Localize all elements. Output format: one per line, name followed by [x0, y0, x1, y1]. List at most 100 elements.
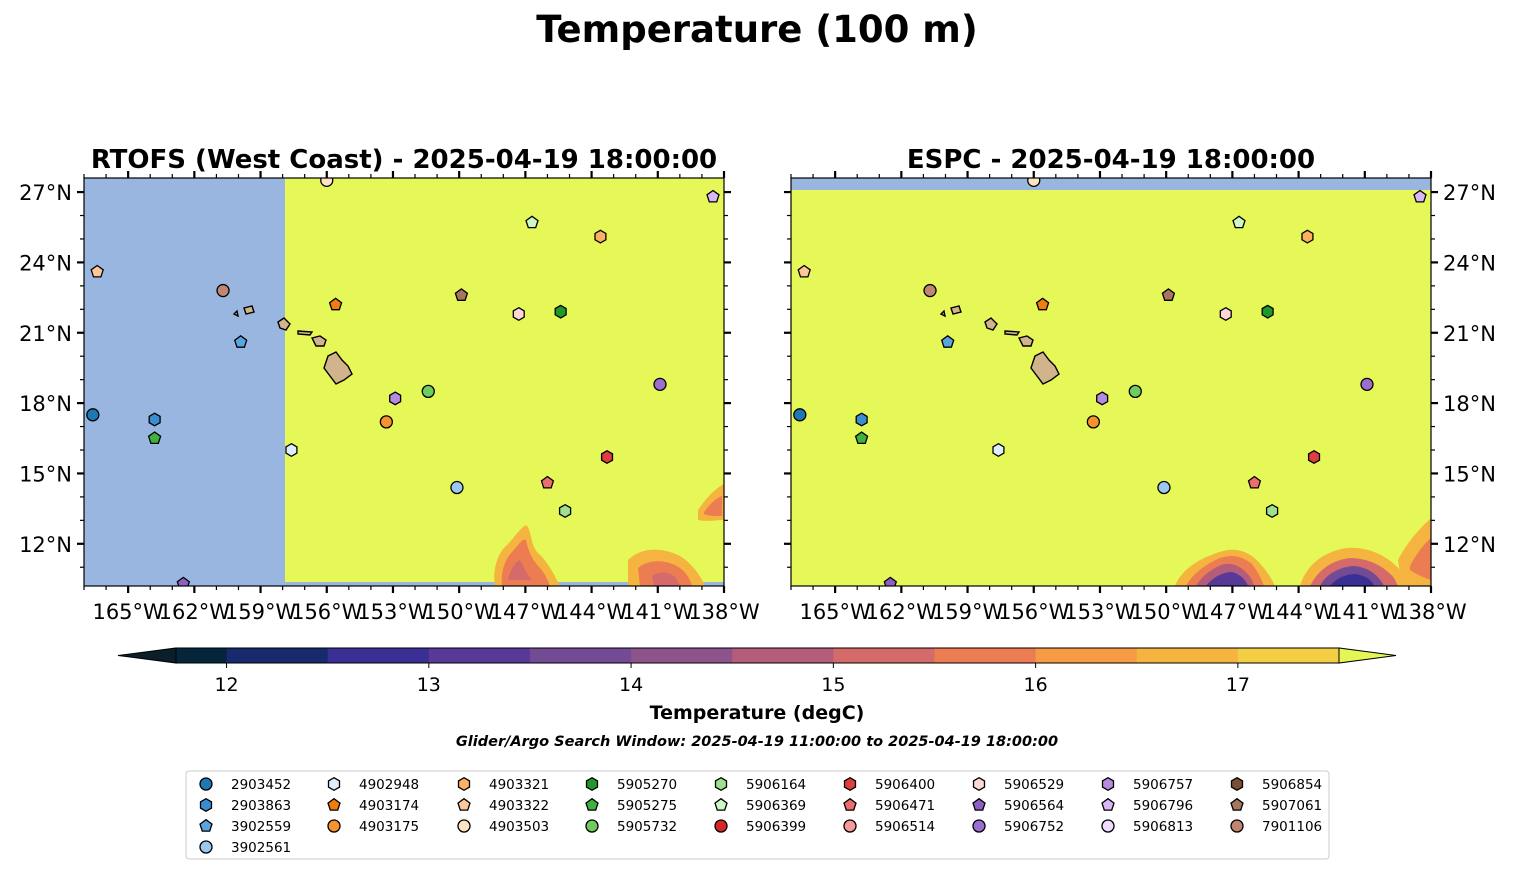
colorbar-bin: [934, 648, 1037, 663]
legend-entry: 5906399: [714, 819, 806, 835]
float-marker-5906164: [558, 503, 572, 519]
float-marker-4903322: [797, 264, 811, 278]
colorbar-over-extension: [1338, 647, 1397, 664]
x-tick-label: 165°W: [92, 600, 164, 624]
legend-entry: 5906369: [714, 797, 806, 814]
legend-label: 2903452: [231, 777, 291, 793]
x-tick-label: 138°W: [688, 600, 760, 624]
legend-entry: 3902559: [199, 818, 291, 835]
y-tick-label: 18°N: [1443, 392, 1496, 416]
colorbar-bin: [1136, 648, 1239, 663]
colorbar-bin: [176, 648, 228, 663]
float-marker-5905275: [147, 431, 162, 445]
x-tick-label: 156°W: [998, 600, 1070, 624]
float-marker-5906400: [1307, 449, 1321, 465]
float-marker-3902561: [1157, 480, 1171, 495]
y-tick-label: 27°N: [1443, 181, 1496, 205]
colorbar-bin: [631, 648, 733, 663]
colorbar-bin: [327, 648, 430, 663]
colorbar-tick-label: 12: [214, 674, 238, 696]
legend: 2903452 2903863 3902559 3902561 4902948 49031…: [185, 770, 1330, 860]
colorbar-tick-label: 13: [417, 674, 441, 696]
legend-label: 4903322: [489, 798, 549, 814]
x-tick-label: 147°W: [490, 600, 562, 624]
float-marker-5905275: [854, 431, 869, 445]
island-maui: [310, 335, 327, 347]
float-marker-5906471: [1247, 475, 1262, 489]
legend-label: 5906752: [1004, 819, 1064, 835]
float-markers-rtofs: [86, 178, 720, 586]
colorbar-tick-label: 15: [821, 674, 845, 696]
y-tick-label: 24°N: [1443, 251, 1496, 275]
island-molokai: [1004, 330, 1021, 336]
legend-label: 4903503: [489, 819, 549, 835]
float-markers-espc: [793, 178, 1427, 586]
axis-ticks-espc: 165°W162°W159°W156°W153°W150°W147°W144°W…: [784, 171, 1496, 624]
colorbar-under-extension: [117, 647, 177, 664]
colorbar-bin: [833, 648, 935, 663]
x-tick-label: 147°W: [1197, 600, 1269, 624]
float-marker-5906400: [600, 449, 614, 465]
float-marker-2903863: [855, 412, 868, 427]
legend-label: 4903174: [359, 798, 419, 814]
x-tick-label: 138°W: [1395, 600, 1467, 624]
legend-marker-7901106: [1230, 819, 1244, 833]
island-molokai: [297, 330, 314, 336]
legend-entry: 5906796: [1101, 797, 1193, 814]
legend-marker-5906752: [972, 819, 986, 833]
legend-marker-5907061: [1230, 797, 1244, 811]
colorbar-tick-label: 14: [619, 674, 643, 696]
island-oahu: [277, 317, 291, 331]
legend-entry: 3902561: [199, 840, 291, 856]
y-tick-label: 12°N: [19, 533, 72, 557]
legend-marker-5906471: [843, 797, 857, 811]
float-marker-5906164: [1265, 503, 1279, 519]
float-marker-5906529: [512, 306, 525, 322]
y-tick-label: 15°N: [1443, 462, 1496, 486]
legend-entry: 5905732: [585, 819, 677, 835]
legend-entry: 5906471: [843, 797, 935, 814]
legend-entry: 5906564: [972, 797, 1064, 814]
legend-label: 5906757: [1133, 777, 1193, 793]
island-kauai: [243, 305, 255, 315]
float-marker-5906796: [706, 189, 720, 203]
legend-label: 5905732: [617, 819, 677, 835]
legend-marker-5906796: [1101, 797, 1115, 811]
legend-marker-2903452: [199, 777, 213, 791]
float-marker-5906757: [1096, 391, 1109, 406]
float-marker-5906529: [1219, 306, 1232, 322]
legend-marker-5906514: [843, 819, 857, 833]
legend-entry: 4903175: [327, 819, 419, 835]
x-tick-label: 153°W: [1064, 600, 1136, 624]
x-tick-label: 165°W: [799, 600, 871, 624]
cool-eddy-patches: [1175, 518, 1431, 586]
legend-label: 3902559: [231, 819, 291, 835]
float-marker-2903863: [148, 412, 161, 427]
legend-entry: 5906854: [1230, 776, 1322, 793]
legend-marker-4903175: [327, 819, 341, 833]
legend-frame: [185, 770, 1330, 860]
float-marker-7901106: [923, 283, 937, 298]
float-marker-2903452: [793, 408, 807, 422]
float-marker-4903503: [1027, 178, 1041, 187]
no-data-ocean-west: [84, 178, 285, 586]
colorbar-label: Temperature (degC): [650, 702, 865, 724]
island-hawaii: [323, 351, 353, 385]
x-tick-label: 141°W: [622, 600, 694, 624]
float-marker-5905270: [1261, 304, 1274, 319]
search-window-caption: Glider/Argo Search Window: 2025-04-19 11…: [456, 734, 1058, 750]
x-tick-label: 144°W: [556, 600, 628, 624]
x-tick-label: 150°W: [1130, 600, 1202, 624]
island-oahu: [984, 317, 998, 331]
legend-label: 2903863: [231, 798, 291, 814]
float-marker-5905270: [554, 304, 567, 319]
legend-entry: 5906400: [843, 776, 935, 793]
float-marker-3902561: [450, 480, 464, 495]
legend-marker-5906164: [714, 776, 728, 792]
legend-label: 5905270: [617, 777, 677, 793]
legend-marker-5906757: [1101, 776, 1115, 792]
legend-entry: 2903863: [199, 797, 291, 814]
legend-entry: 4903321: [457, 776, 549, 793]
float-marker-7901106: [216, 283, 230, 298]
legend-marker-5906399: [714, 819, 728, 833]
